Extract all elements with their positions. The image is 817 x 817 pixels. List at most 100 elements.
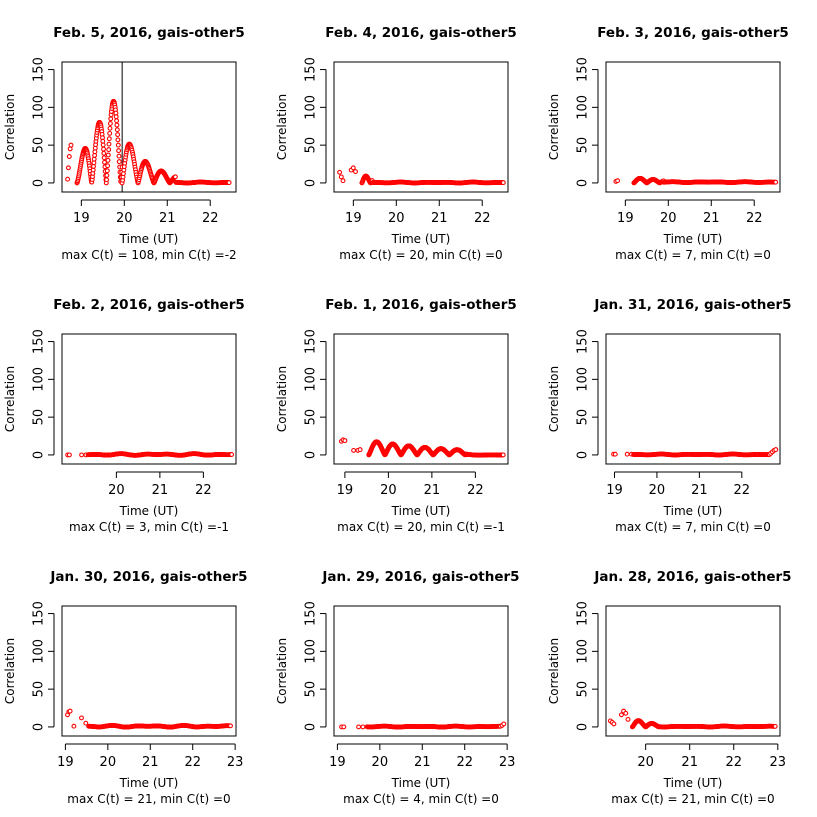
x-axis-label: Time (UT) (391, 776, 451, 790)
y-tick-label: 50 (32, 681, 47, 698)
data-point (79, 715, 84, 721)
data-point (100, 142, 106, 148)
data-point (611, 721, 617, 727)
y-tick-label: 100 (32, 367, 47, 392)
y-tick-label: 0 (576, 723, 591, 731)
panel-title: Jan. 31, 2016, gais-other5 (593, 297, 791, 313)
plot-frame (605, 605, 781, 737)
x-axis-label: Time (UT) (391, 504, 451, 518)
data-point (79, 452, 85, 458)
x-axis-label: Time (UT) (119, 776, 179, 790)
data-point (773, 447, 779, 453)
y-tick-label: 50 (304, 137, 319, 154)
y-tick-label: 100 (304, 95, 319, 120)
x-tick-label: 19 (329, 755, 346, 770)
y-tick-label: 0 (304, 451, 319, 459)
data-point (229, 452, 235, 457)
x-tick-label: 22 (725, 755, 742, 770)
x-tick-label: 20 (637, 755, 654, 770)
data-point (500, 180, 506, 186)
data-point (625, 716, 631, 722)
data-point (226, 180, 232, 186)
y-tick-label: 0 (32, 723, 47, 731)
y-tick-label: 100 (576, 367, 591, 392)
x-tick-label: 20 (649, 483, 666, 498)
panel-5: Feb. 1, 2016, gais-other5 0 50 100 150 Correl… (275, 297, 517, 534)
y-tick-label: 150 (32, 57, 47, 82)
y-tick-label: 50 (576, 681, 591, 698)
y-axis-label: Correlation (3, 366, 17, 432)
x-tick-label: 19 (606, 483, 623, 498)
y-tick-label: 50 (576, 137, 591, 154)
data-point (104, 172, 110, 178)
x-tick-label: 20 (380, 483, 397, 498)
data-point (116, 148, 122, 154)
data-points (607, 708, 778, 730)
x-tick-label: 21 (703, 211, 720, 226)
y-tick-label: 100 (304, 639, 319, 664)
x-tick-label: 22 (734, 483, 751, 498)
x-tick-label: 21 (159, 211, 176, 226)
x-tick-label: 20 (372, 755, 389, 770)
data-point (228, 723, 233, 729)
y-tick-label: 150 (32, 329, 47, 354)
panel-title: Feb. 3, 2016, gais-other5 (597, 25, 789, 41)
data-point (100, 138, 106, 144)
x-tick-label: 23 (499, 755, 516, 770)
x-tick-label: 20 (100, 755, 117, 770)
y-tick-label: 50 (576, 409, 591, 426)
y-tick-label: 150 (32, 601, 47, 626)
data-points (65, 98, 232, 186)
y-tick-label: 100 (304, 367, 319, 392)
data-points (65, 451, 235, 458)
data-point (337, 169, 343, 175)
y-axis-label: Correlation (275, 94, 289, 160)
panel-9: Jan. 28, 2016, gais-other5 0 50 100 150 Corre… (547, 569, 792, 806)
data-point (624, 451, 630, 457)
data-point (338, 174, 344, 180)
data-point (67, 146, 73, 152)
plot-frame (61, 333, 237, 465)
plot-frame (333, 333, 509, 465)
x-tick-label: 21 (431, 211, 448, 226)
data-point (357, 447, 363, 453)
x-tick-label: 19 (337, 483, 354, 498)
data-points (613, 175, 779, 186)
x-tick-label: 22 (202, 211, 219, 226)
data-point (107, 121, 113, 126)
panel-6: Jan. 31, 2016, gais-other5 0 50 100 150 Corre… (547, 297, 792, 534)
data-point (623, 710, 629, 716)
y-tick-label: 50 (32, 137, 47, 154)
data-point (351, 447, 357, 453)
panel-subtitle: max C(t) = 21, min C(t) =0 (67, 792, 230, 806)
x-tick-label: 22 (456, 755, 473, 770)
data-point (350, 165, 356, 171)
data-point (772, 723, 778, 729)
y-axis-label: Correlation (275, 638, 289, 704)
data-points (611, 447, 779, 458)
x-tick-label: 20 (388, 211, 405, 226)
data-point (115, 137, 121, 143)
data-point (107, 125, 113, 131)
x-tick-label: 19 (73, 211, 90, 226)
plot-frame (605, 333, 781, 465)
y-axis-label: Correlation (547, 366, 561, 432)
data-point (172, 174, 178, 180)
y-tick-label: 0 (32, 451, 47, 459)
y-axis-label: Correlation (275, 366, 289, 432)
data-point (113, 114, 119, 120)
y-tick-label: 50 (32, 409, 47, 426)
panel-title: Feb. 5, 2016, gais-other5 (53, 25, 245, 41)
data-point (773, 179, 779, 185)
data-point (65, 165, 71, 171)
y-tick-label: 150 (576, 601, 591, 626)
y-axis-label: Correlation (547, 638, 561, 704)
x-tick-label: 21 (424, 483, 441, 498)
data-point (353, 169, 358, 175)
x-tick-label: 20 (116, 211, 133, 226)
x-tick-label: 22 (195, 483, 212, 498)
y-tick-label: 50 (304, 681, 319, 698)
y-tick-label: 150 (304, 601, 319, 626)
panel-3: Feb. 3, 2016, gais-other5 0 50 100 150 Correl… (547, 25, 789, 262)
